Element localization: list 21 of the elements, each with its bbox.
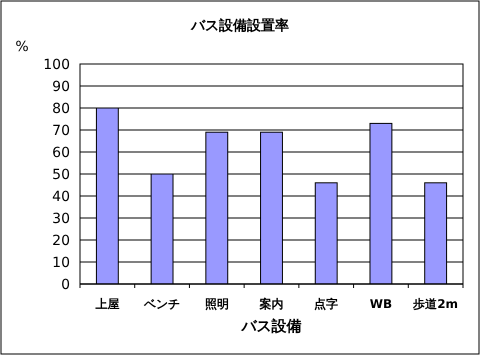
x-tick-label: ベンチ (143, 297, 180, 311)
y-tick-label: 60 (52, 145, 70, 161)
y-tick-label: 90 (52, 79, 70, 95)
y-axis-title: % (15, 39, 29, 55)
y-tick-label: 50 (52, 167, 70, 183)
x-tick-label: 点字 (314, 297, 338, 311)
y-tick-label: 100 (43, 57, 70, 73)
x-tick-label: 上屋 (94, 297, 120, 311)
y-tick-label: 30 (52, 211, 70, 227)
x-tick-label: 照明 (204, 297, 229, 311)
x-axis-title: バス設備 (240, 317, 302, 335)
x-tick-label: 歩道2m (412, 297, 458, 311)
y-tick-label: 40 (52, 189, 70, 205)
y-tick-label: 10 (52, 255, 70, 271)
y-tick-label: 0 (61, 277, 70, 293)
x-tick-label: WB (370, 297, 392, 311)
y-tick-label: 20 (52, 233, 70, 249)
y-tick-label: 80 (52, 101, 70, 117)
x-tick-label: 案内 (258, 297, 284, 311)
y-tick-label: 70 (52, 123, 70, 139)
chart-title: バス設備設置率 (190, 17, 289, 34)
